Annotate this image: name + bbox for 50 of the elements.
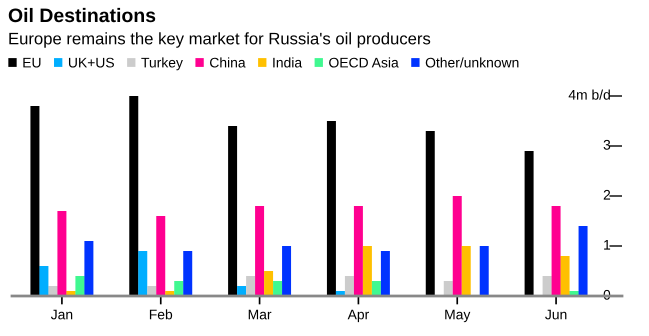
bar — [542, 276, 552, 296]
y-tick-label: 2 — [604, 190, 610, 200]
bar — [246, 276, 256, 296]
x-tick-label: Jan — [50, 310, 72, 320]
bar — [156, 216, 166, 296]
bar — [552, 206, 561, 296]
bar — [228, 126, 238, 296]
bar — [273, 281, 282, 296]
chart-title: Oil Destinations — [8, 8, 156, 22]
bar — [372, 281, 381, 296]
x-tick-label: Mar — [248, 310, 272, 320]
bar — [57, 211, 66, 296]
bar — [524, 151, 534, 296]
bar — [138, 251, 148, 296]
bar — [354, 206, 363, 296]
legend-label: Turkey — [141, 57, 183, 70]
legend-label: EU — [23, 58, 40, 68]
bar — [578, 226, 588, 296]
bar — [344, 276, 354, 296]
y-tick-label: 1 — [604, 240, 610, 250]
bar — [426, 131, 435, 296]
bar — [452, 196, 462, 296]
bar — [84, 241, 94, 296]
x-tick-label: May — [445, 310, 470, 322]
bar — [326, 121, 336, 296]
bar — [462, 246, 471, 296]
bar — [380, 251, 390, 296]
bar — [183, 251, 192, 296]
chart-subtitle: Europe remains the key market for Russia's oil producers — [9, 32, 430, 48]
y-tick-label: 4m b/d — [568, 90, 610, 100]
y-tick-label: 3 — [604, 140, 610, 150]
bar — [480, 246, 489, 296]
legend-label: India — [273, 57, 302, 68]
bar — [362, 246, 372, 296]
legend-label: Other/unknown — [426, 57, 518, 68]
bar — [39, 266, 48, 296]
x-tick-label: Feb — [150, 309, 172, 320]
bar — [282, 246, 292, 296]
legend-label: China — [210, 57, 246, 68]
bar — [560, 256, 570, 296]
x-tick-label: Jun — [545, 310, 566, 320]
x-tick-label: Apr — [348, 310, 369, 322]
bar — [129, 96, 138, 296]
bar — [75, 276, 84, 296]
bar — [30, 106, 40, 296]
legend-label: OECD Asia — [329, 57, 399, 68]
legend-label: UK+US — [68, 58, 114, 68]
bar — [255, 206, 264, 296]
bar — [174, 281, 184, 296]
bar — [264, 271, 274, 296]
